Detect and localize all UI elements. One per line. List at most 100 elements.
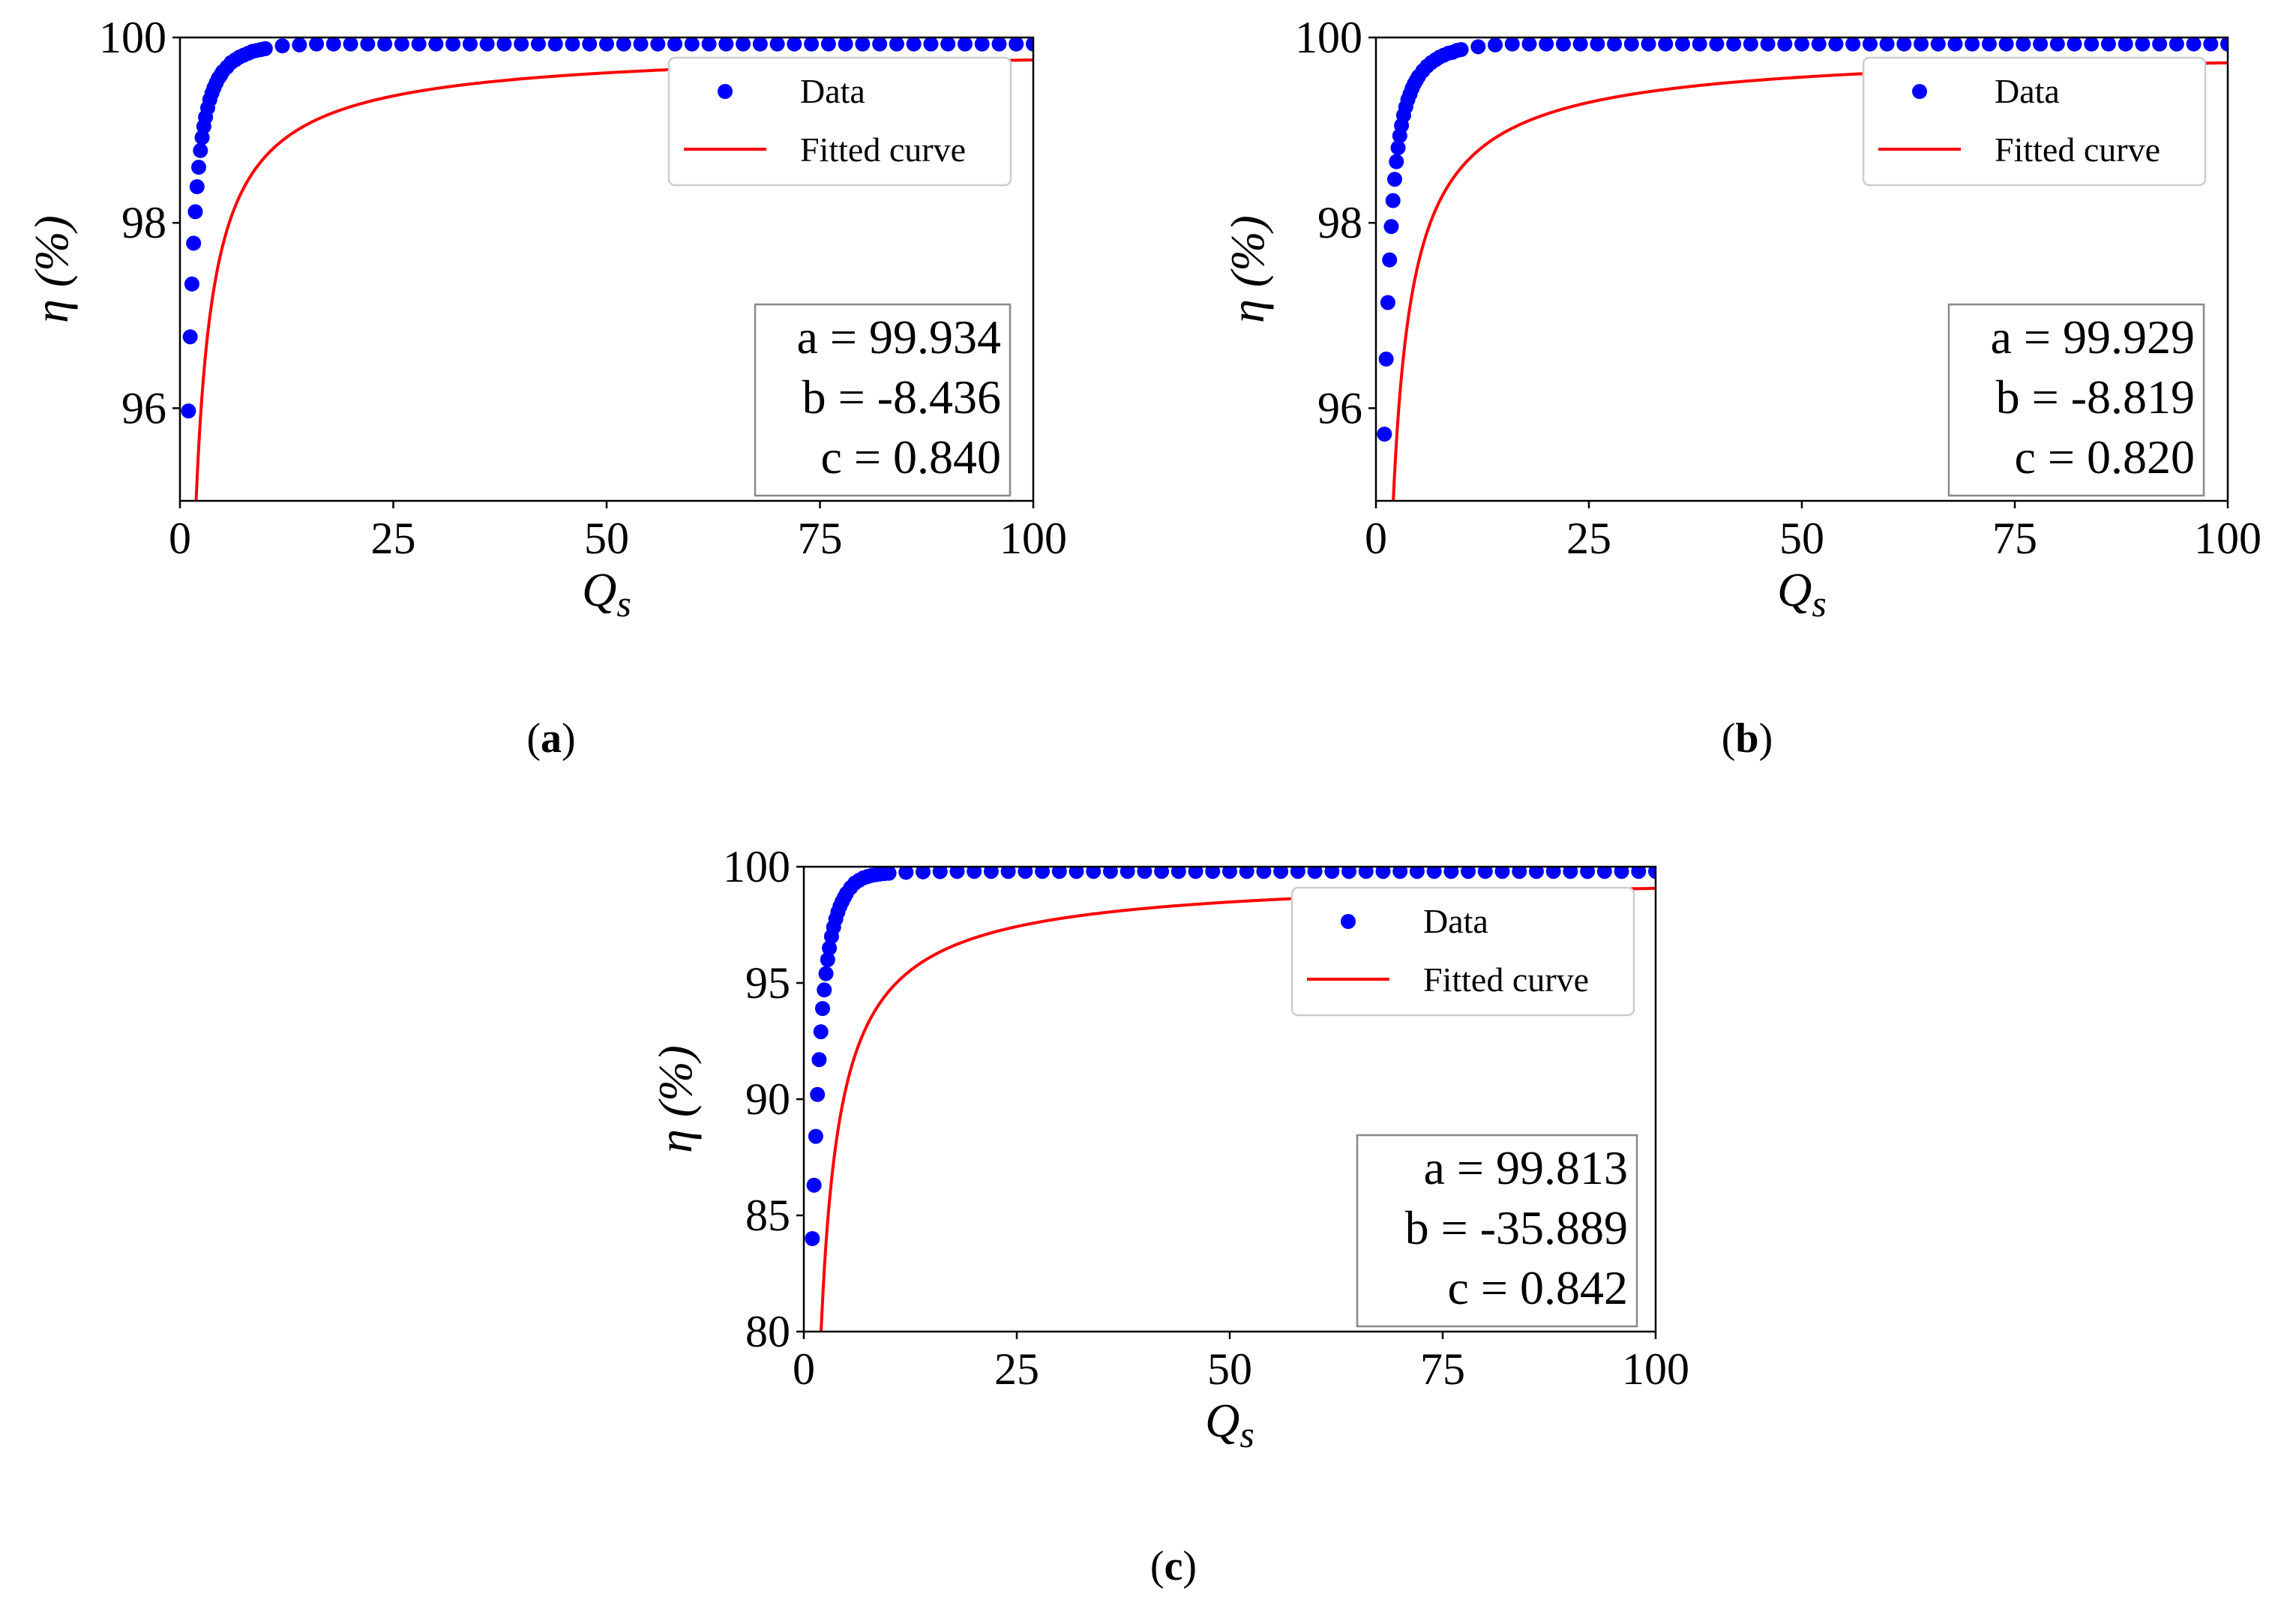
data-point — [1580, 867, 1596, 879]
x-tick-label: 0 — [169, 514, 191, 563]
data-point — [806, 1177, 822, 1193]
data-point — [1389, 154, 1404, 169]
caption-open: ( — [1150, 1543, 1164, 1590]
plot-area — [1377, 37, 2228, 501]
x-tick-label: 75 — [1420, 1344, 1465, 1394]
plot-area — [805, 867, 1656, 1332]
data-point — [184, 276, 199, 292]
x-axis-label-subscript: s — [616, 583, 631, 625]
data-point — [906, 37, 922, 52]
data-point — [804, 37, 820, 52]
legend-label-fitted: Fitted curve — [1423, 960, 1589, 999]
caption-close: ) — [1182, 1543, 1197, 1590]
parameter-box: a = 99.813 b = -35.889 c = 0.842 — [1356, 1134, 1638, 1328]
data-point — [820, 37, 836, 52]
x-axis-label-main: Q — [1777, 563, 1812, 616]
chart-panel-b: 0 25 50 75 100 96 98 100 Qs η (%) Data Fitted curve… — [1221, 13, 2262, 762]
data-point — [1470, 39, 1486, 55]
data-point — [1794, 37, 1809, 52]
y-tick-label: 100 — [1295, 13, 1362, 62]
data-point — [2152, 37, 2168, 52]
data-point — [650, 37, 666, 52]
x-axis-label: Qs — [582, 563, 631, 625]
data-point — [1273, 867, 1289, 879]
data-point — [1051, 867, 1067, 879]
data-point — [1641, 37, 1656, 52]
data-point — [1914, 37, 1929, 52]
data-point — [1026, 37, 1033, 52]
data-point — [1383, 219, 1399, 235]
data-point — [1069, 867, 1084, 879]
data-point — [805, 1231, 820, 1246]
x-axis-label: Qs — [1777, 563, 1827, 625]
data-point — [1947, 37, 1963, 52]
data-point — [181, 403, 196, 419]
data-point — [1358, 867, 1374, 879]
data-point — [818, 966, 834, 981]
x-tick-label: 50 — [1207, 1344, 1252, 1394]
data-point — [1461, 867, 1476, 879]
data-point — [1563, 867, 1578, 879]
data-point — [1862, 37, 1878, 52]
data-point — [1692, 37, 1707, 52]
data-point — [1102, 867, 1118, 879]
data-point — [1504, 37, 1520, 52]
data-point — [309, 37, 325, 52]
x-tick-label: 100 — [2194, 514, 2262, 563]
data-point — [2084, 37, 2100, 52]
y-tick-label: 100 — [723, 842, 790, 891]
data-point — [1018, 867, 1033, 879]
data-point — [916, 867, 931, 879]
legend-marker-data — [1912, 84, 1927, 99]
data-point — [1545, 867, 1561, 879]
data-point — [817, 982, 832, 998]
data-point — [808, 1128, 823, 1144]
legend: Data Fitted curve — [667, 56, 1012, 187]
y-tick-label: 98 — [121, 198, 166, 247]
data-point — [1726, 37, 1742, 52]
data-point — [1378, 351, 1394, 367]
data-point — [1845, 37, 1861, 52]
data-point — [1409, 867, 1425, 879]
data-point — [1205, 867, 1221, 879]
data-point — [1488, 37, 1503, 52]
data-point — [1623, 37, 1639, 52]
data-point — [949, 867, 965, 879]
data-point — [582, 37, 598, 52]
legend-label-data: Data — [800, 72, 865, 110]
data-point — [1307, 867, 1323, 879]
data-point — [1426, 867, 1442, 879]
caption-letter: b — [1735, 715, 1758, 762]
data-point — [2186, 37, 2202, 52]
data-point — [701, 37, 717, 52]
data-point — [1965, 37, 1980, 52]
x-axis-label-subscript: s — [1812, 583, 1826, 625]
data-point — [974, 37, 990, 52]
legend-frame — [1862, 56, 2207, 187]
data-point — [1879, 37, 1895, 52]
data-point — [1239, 867, 1254, 879]
data-point — [1386, 172, 1402, 187]
y-axis-label: η (%) — [649, 1045, 702, 1153]
data-point — [1614, 867, 1629, 879]
data-point — [565, 37, 580, 52]
y-tick-label: 100 — [99, 13, 166, 62]
x-tick-label: 100 — [1622, 1344, 1689, 1394]
caption-letter: c — [1164, 1543, 1183, 1590]
data-point — [1341, 867, 1357, 879]
data-point — [428, 37, 444, 52]
data-point — [684, 37, 700, 52]
data-point — [1188, 867, 1203, 879]
data-point — [1380, 295, 1395, 310]
data-point — [957, 37, 973, 52]
legend-marker-data — [1341, 914, 1356, 929]
data-point — [855, 37, 871, 52]
data-point — [667, 37, 683, 52]
data-point — [814, 1001, 830, 1017]
data-point — [813, 1024, 829, 1040]
legend: Data Fitted curve — [1290, 886, 1635, 1017]
parameter-a: a = 99.813 — [1424, 1141, 1629, 1194]
data-point — [1811, 37, 1827, 52]
data-point — [991, 37, 1007, 52]
data-point — [2203, 37, 2219, 52]
